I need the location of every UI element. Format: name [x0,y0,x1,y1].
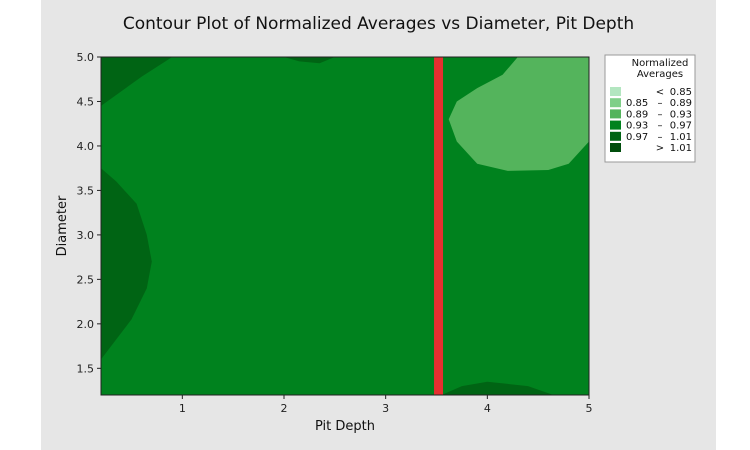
chart-title: Contour Plot of Normalized Averages vs D… [122,14,635,34]
legend-swatch [610,98,621,108]
x-tick-label: 5 [586,402,593,415]
reference-line-group [434,57,444,395]
contour-regions [101,57,589,395]
y-tick-label: 2.5 [77,273,95,286]
legend-value-low: 0.85 [626,98,648,109]
legend-swatch [610,120,621,130]
legend-value-low: 0.89 [626,109,648,120]
legend-value-high: 0.93 [670,109,692,120]
y-tick-label: 4.5 [77,95,95,108]
x-tick-label: 4 [484,402,491,415]
legend-swatch [610,109,621,119]
reference-line [434,57,444,395]
legend-value-high: 0.89 [670,98,692,109]
y-tick-label: 3.0 [77,229,95,242]
y-axis-label: Diameter [55,195,70,256]
legend-value-high: 1.01 [670,132,692,143]
x-axis: 1 2 3 4 5 [179,395,593,415]
contour-region-1 [101,57,173,106]
x-tick-label: 2 [281,402,288,415]
legend-title: Normalized [632,58,689,69]
y-tick-label: 1.5 [77,362,95,375]
y-tick-label: 5.0 [77,51,95,64]
contour-region-2 [284,57,335,64]
plot-border [100,56,590,396]
legend-value: 0.85 [670,87,692,98]
contour-region-4 [448,57,589,171]
y-tick-label: 4.0 [77,140,95,153]
legend-dash: – [658,132,663,143]
x-tick-label: 1 [179,402,186,415]
y-tick-label: 2.0 [77,318,95,331]
legend-value: 1.01 [670,143,692,154]
legend-dash: – [658,98,663,109]
legend-dash: – [658,109,663,120]
legend-operator: < [656,87,664,98]
contour-region-0 [101,168,152,360]
legend-value-low: 0.97 [626,132,648,143]
legend-dash: – [658,121,663,132]
x-tick-label: 3 [382,402,389,415]
contour-region-3 [441,381,554,395]
legend-value-high: 0.97 [670,121,692,132]
legend-swatch [610,131,621,141]
legend-swatch [610,143,621,152]
legend-value-low: 0.93 [626,121,648,132]
x-axis-label: Pit Depth [315,419,375,434]
legend-operator: > [656,143,664,154]
legend-title: Averages [637,69,683,80]
y-axis: 1.5 2.0 2.5 3.0 3.5 4.0 4.5 5.0 [77,51,101,375]
y-tick-label: 3.5 [77,184,95,197]
legend-swatch [610,87,621,96]
